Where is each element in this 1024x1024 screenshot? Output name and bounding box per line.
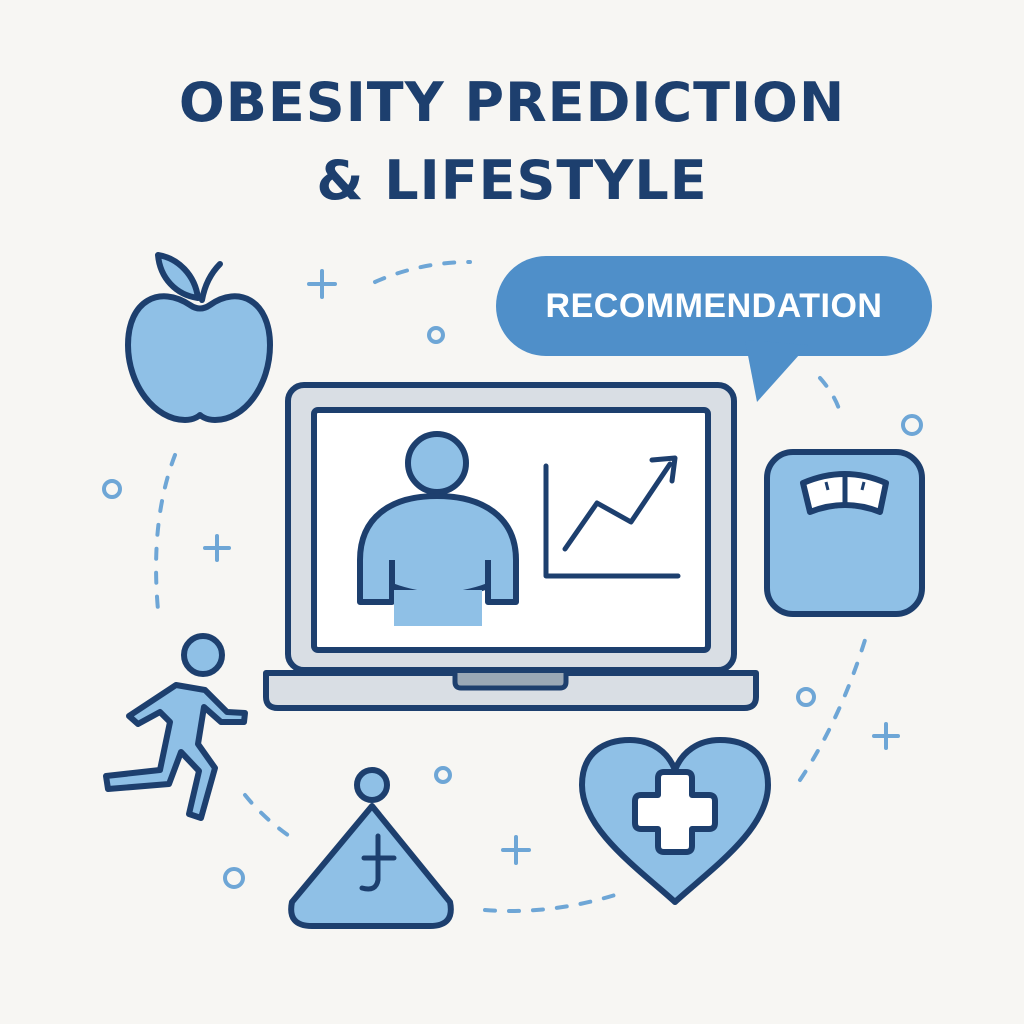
plus-icon <box>872 722 900 750</box>
circle-icon <box>427 326 445 344</box>
page-title-line-2: & LIFESTYLE <box>316 149 708 212</box>
plus-icon <box>501 835 531 865</box>
speech-bubble-icon <box>496 256 932 402</box>
circle-icon <box>434 766 452 784</box>
scale-icon <box>764 449 925 617</box>
circle-icon <box>102 479 122 499</box>
apple-icon <box>125 252 273 423</box>
runner-icon <box>103 633 248 821</box>
dashed-connectors <box>154 260 867 913</box>
circle-icon <box>901 414 923 436</box>
meditation-icon <box>288 767 454 929</box>
trend-chart-icon <box>543 455 681 579</box>
decor-pluses <box>203 269 900 865</box>
plus-icon <box>307 269 337 299</box>
plus-icon <box>203 534 231 562</box>
person-icon <box>357 431 519 626</box>
circle-icon <box>223 867 245 889</box>
decor-circles <box>102 326 923 889</box>
page-title-line-1: OBESITY PREDICTION <box>178 71 846 134</box>
recommendation-label: RECOMMENDATION <box>545 287 883 325</box>
circle-icon <box>796 687 816 707</box>
heart-plus-icon <box>579 737 771 905</box>
